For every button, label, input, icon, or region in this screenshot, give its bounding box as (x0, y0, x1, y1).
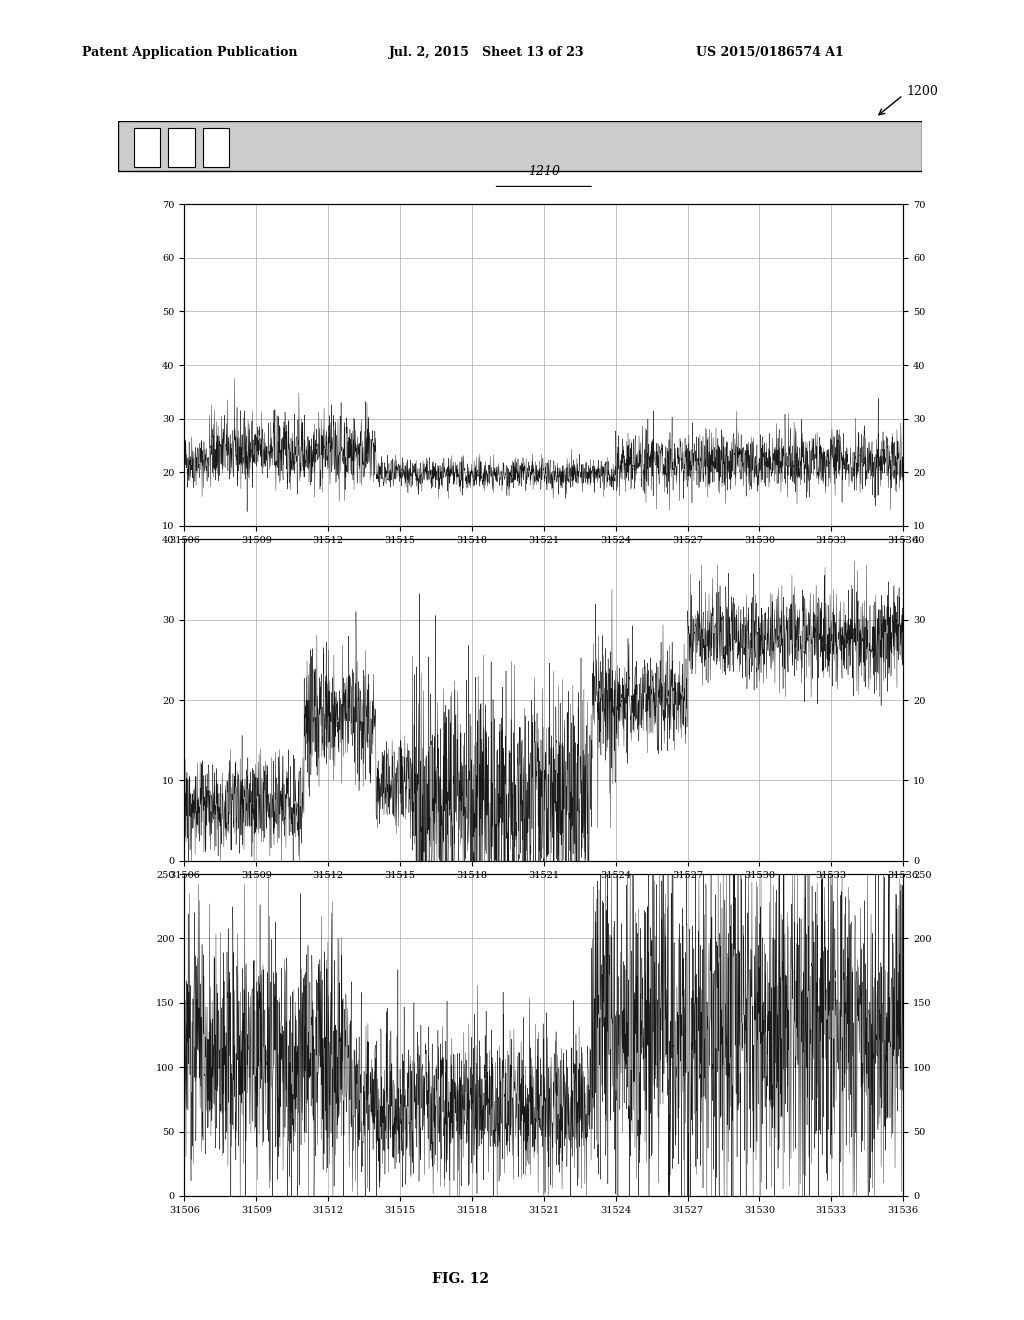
Bar (168, 128, 195, 166)
Bar (134, 128, 161, 166)
Text: 1210: 1210 (527, 165, 560, 178)
Text: Jul. 2, 2015   Sheet 13 of 23: Jul. 2, 2015 Sheet 13 of 23 (389, 46, 585, 59)
Text: 1200: 1200 (906, 84, 938, 98)
Bar (118, 121, 922, 172)
Text: 1220: 1220 (527, 500, 560, 513)
Text: 1230: 1230 (527, 836, 560, 849)
Text: FIG. 12: FIG. 12 (432, 1272, 489, 1286)
Text: Patent Application Publication: Patent Application Publication (82, 46, 297, 59)
Text: US 2015/0186574 A1: US 2015/0186574 A1 (696, 46, 844, 59)
Bar (203, 128, 229, 166)
